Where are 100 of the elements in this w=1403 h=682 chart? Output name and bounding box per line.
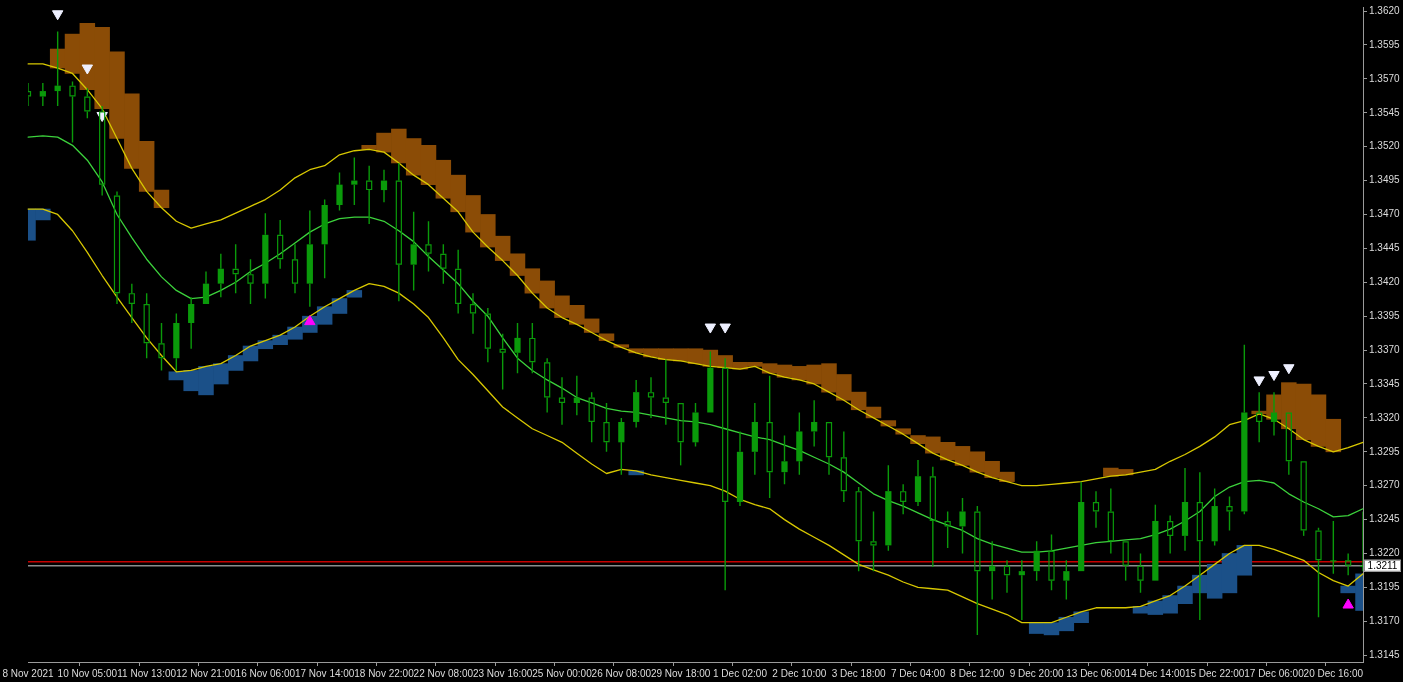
x-tick-label: 11 Nov 13:00 [117,667,177,679]
candlestick [188,296,195,350]
x-tick-label: 7 Dec 04:00 [891,667,946,679]
candlestick [677,402,684,467]
candlestick [410,211,417,292]
candlestick [217,253,224,298]
candlestick [1137,552,1144,594]
candlestick [247,258,254,305]
x-tick-label: 18 Nov 22:00 [354,667,415,679]
candlestick [113,190,121,305]
x-tick-label: 25 Nov 00:00 [532,667,593,679]
candlestick [722,357,729,591]
y-tick-label: 1.3370 [1369,343,1401,355]
y-tick-label: 1.3395 [1369,309,1401,321]
candlestick [944,510,951,549]
candlestick [1048,533,1055,591]
candlestick [736,430,744,507]
candlestick [1345,552,1352,576]
y-tick-label: 1.3420 [1369,276,1401,288]
y-tick-label: 1.3345 [1369,377,1401,389]
candlestick [1018,559,1025,621]
candlestick [1285,412,1292,476]
point [704,323,717,334]
candlestick [1196,471,1203,621]
candlestick [781,434,788,486]
candlestick [395,162,402,302]
y-tick-label: 1.3245 [1369,513,1401,525]
x-tick-label: 2 Dec 10:00 [772,667,827,679]
x-tick-label: 9 Dec 20:00 [1009,667,1065,679]
candlestick [1211,487,1218,547]
candlestick [1078,480,1085,572]
candlestick [1315,527,1322,618]
candlestick [1033,540,1040,582]
x-tick-label: 12 Nov 21:00 [176,667,237,679]
candlestick [529,322,536,374]
point [1268,371,1280,382]
candlestick [1107,487,1114,555]
candlestick [232,243,239,294]
candlestick [647,376,655,419]
candlestick [128,282,135,324]
point [51,10,64,21]
candlestick [366,164,373,225]
point [81,64,94,75]
candlestick [143,292,150,359]
y-tick-label: 1.3320 [1369,411,1401,423]
candlestick [633,379,640,429]
y-tick-label: 1.3545 [1369,106,1401,118]
candlestick [1241,343,1248,515]
y-tick-label: 1.3195 [1369,581,1401,593]
candlestick [618,417,625,476]
candlestick [766,375,773,499]
candlestick [277,219,284,270]
candlestick [811,399,818,448]
y-tick-label: 1.3445 [1369,242,1401,254]
candlestick [173,312,180,372]
candlestick [959,497,966,555]
point [719,323,731,334]
y-tick-label: 1.3295 [1369,445,1401,457]
candlestick [1256,391,1263,444]
candlestick [380,169,388,203]
candlestick [321,198,328,279]
candlestick [1003,559,1011,594]
candlestick [870,510,877,572]
y-tick-label: 1.3145 [1369,648,1401,660]
candlestick [69,80,76,144]
x-tick-label: 26 Nov 08:00 [591,667,652,679]
candlestick [1167,514,1174,555]
y-tick-label: 1.3270 [1369,479,1401,491]
candlestick [1063,559,1070,601]
candlestick [662,358,669,426]
y-tick-label: 1.3620 [1369,4,1401,16]
candlestick [514,322,521,374]
x-tick-label: 1 Dec 02:00 [713,667,768,679]
candlestick [885,464,892,552]
point [1283,364,1295,375]
x-tick-label: 8 Nov 2021 [2,667,55,679]
x-tick-label: 3 Dec 18:00 [831,667,887,679]
x-tick-label: 17 Nov 14:00 [294,667,355,679]
x-tick-label: 16 Nov 06:00 [235,667,296,679]
candlestick [351,156,358,206]
candlestick [291,243,299,294]
candlestick [262,212,269,300]
candlestick [1226,495,1233,532]
y-tick-label: 1.3495 [1369,174,1401,186]
candlestick [1181,467,1189,552]
candlestick [558,376,566,426]
y-tick-label: 1.3520 [1369,140,1401,152]
x-tick-label: 15 Dec 22:00 [1184,667,1245,679]
candlestick [39,82,46,107]
x-tick-label: 29 Nov 18:00 [650,667,711,679]
candlestick [544,357,551,414]
ref-line-label: 1.3211 [1367,559,1398,571]
candlestick [455,249,462,315]
x-tick-label: 17 Dec 06:00 [1244,667,1305,679]
candlestick [825,421,833,476]
x-tick-label: 14 Dec 14:00 [1125,667,1186,679]
candlestick [914,459,922,507]
candlestick [425,220,432,273]
x-tick-label: 13 Dec 06:00 [1066,667,1127,679]
x-tick-label: 22 Nov 08:00 [413,667,474,679]
